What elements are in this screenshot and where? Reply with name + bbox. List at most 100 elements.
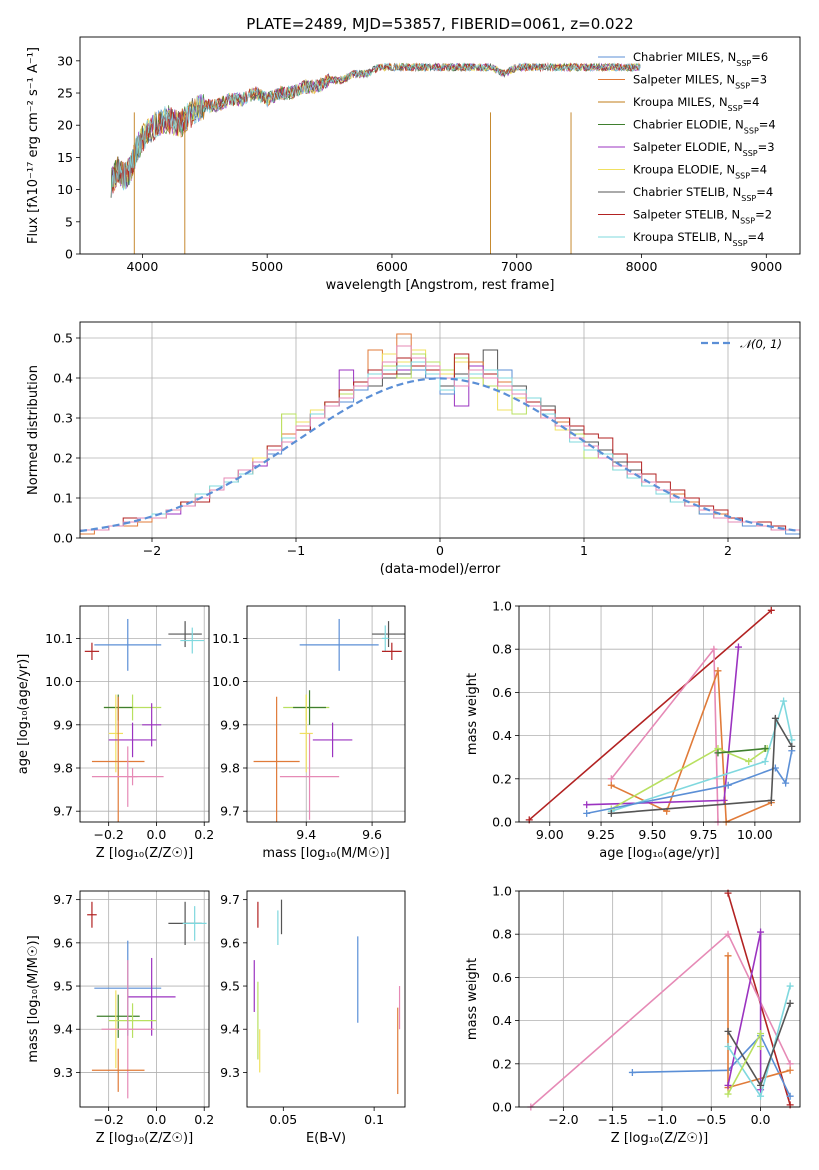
age-vs-Z-point — [168, 621, 202, 648]
spectrum-ytick-label: 5 — [65, 214, 73, 229]
weight-vs-age-marker — [771, 714, 779, 722]
spectrum-ytick-label: 25 — [57, 86, 73, 101]
age-vs-Z-xtick-label: 0.0 — [146, 827, 166, 842]
age-vs-mass-ytick-label: 9.8 — [220, 761, 240, 776]
weight-vs-Z-marker — [786, 1066, 794, 1074]
spectrum-series-line — [110, 62, 641, 198]
spectrum-xtick-label: 4000 — [126, 259, 158, 274]
spectrum-xtick-label: 7000 — [501, 259, 533, 274]
weight-vs-age-ylabel: mass weight — [465, 673, 480, 755]
legend-entry: Chabrier MILES, NSSP=6 — [633, 50, 768, 68]
age-vs-mass-xtick-label: 9.4 — [296, 827, 316, 842]
weight-vs-age-ytick-label: 0.4 — [492, 728, 512, 743]
weight-vs-age-axes: 9.00 9.25 9.50 9.75 10.00 0.0 0.2 0.4 0.6 0.8 1.0 — [492, 599, 800, 842]
weight-vs-Z-xtick-label: −1.5 — [597, 1112, 627, 1127]
weight-vs-age-marker — [583, 809, 591, 817]
age-vs-mass-point — [372, 621, 405, 648]
weight-vs-Z-marker — [757, 1030, 765, 1038]
weight-vs-Z-marker — [757, 1043, 765, 1051]
mass-vs-Z-point — [101, 960, 155, 1099]
weight-vs-age-series-line — [610, 670, 772, 822]
legend-entry: Salpeter STELIB, NSSP=2 — [633, 208, 772, 226]
weight-vs-age-xtick-label: 9.25 — [587, 827, 615, 842]
weight-vs-Z-marker — [724, 1090, 732, 1098]
weight-vs-age-series-line — [528, 609, 772, 821]
weight-vs-age-marker — [761, 758, 769, 766]
weight-vs-Z-series-line — [632, 1034, 791, 1097]
mass-vs-Z-point — [87, 901, 97, 928]
weight-vs-age-marker — [780, 697, 788, 705]
weight-vs-age-xtick-label: 9.75 — [690, 827, 718, 842]
spectrum-xtick-label: 5000 — [251, 259, 283, 274]
age-vs-Z-point — [127, 768, 138, 786]
weight-vs-age-marker — [761, 745, 769, 753]
age-vs-mass-ytick-label: 10.1 — [212, 631, 240, 646]
spectrum-series-line — [110, 62, 641, 198]
age-vs-Z-xtick-label: −0.2 — [93, 827, 123, 842]
age-vs-mass-point — [293, 690, 326, 725]
weight-vs-age-marker — [583, 801, 591, 809]
mass-vs-Z-point — [108, 1003, 157, 1038]
spectrum-series-line — [110, 62, 641, 198]
residual-hist-ytick-label: 0.1 — [53, 491, 73, 506]
age-vs-mass-point — [381, 642, 402, 660]
weight-vs-age-marker — [788, 736, 796, 744]
weight-vs-Z-ylabel: mass weight — [465, 958, 480, 1040]
weight-vs-age-marker — [720, 796, 728, 804]
age-vs-Z-point — [108, 722, 157, 758]
age-vs-mass-point — [381, 625, 389, 652]
age-vs-mass-xlabel: mass [log₁₀(M/M☉)] — [262, 846, 389, 861]
age-vs-mass-point — [312, 722, 353, 758]
mass-vs-Z-ytick-label: 9.5 — [53, 979, 73, 994]
weight-vs-Z-ytick-label: 0.8 — [492, 927, 512, 942]
weight-vs-age-marker — [767, 606, 775, 614]
weight-vs-Z-marker — [757, 928, 765, 936]
mass-vs-Z-ytick-label: 9.4 — [53, 1022, 73, 1037]
spectrum-series-line — [110, 62, 641, 198]
mass-vs-ebv-ytick-label: 9.6 — [220, 935, 240, 950]
weight-vs-Z-marker — [628, 1068, 636, 1076]
age-vs-Z-point — [142, 703, 162, 747]
mass-vs-ebv-xtick-label: 0.05 — [269, 1112, 297, 1127]
weight-vs-age-xtick-label: 9.00 — [536, 827, 564, 842]
residual-hist-xtick-label: 1 — [580, 543, 588, 558]
weight-vs-Z-series-line — [727, 931, 762, 1090]
mass-vs-Z-point — [182, 906, 207, 941]
mass-vs-Z-point — [91, 1048, 145, 1092]
age-vs-mass-frame — [246, 605, 406, 823]
age-vs-Z-ytick-label: 10.1 — [45, 631, 73, 646]
weight-vs-Z-marker — [724, 1027, 732, 1035]
age-vs-Z-axes: −0.2 0.0 0.2 9.7 9.8 9.9 10.0 10.1 — [45, 606, 214, 842]
spectrum-series-line — [110, 62, 641, 198]
gaussian-curve — [80, 377, 800, 533]
weight-vs-age-marker — [714, 667, 722, 675]
spectrum-series-line — [110, 62, 641, 198]
mass-vs-Z-point — [96, 994, 140, 1038]
weight-vs-Z-marker — [724, 952, 732, 960]
weight-vs-age-marker — [788, 742, 796, 750]
weight-vs-Z-marker — [724, 930, 732, 938]
age-vs-Z-point — [180, 627, 205, 654]
age-vs-mass-point — [299, 618, 379, 671]
weight-vs-Z-xtick-label: −2.0 — [548, 1112, 578, 1127]
legend-entry: Chabrier ELODIE, NSSP=4 — [633, 118, 776, 136]
age-vs-Z-point — [94, 618, 162, 671]
residual-hist-axes: −2 −1 0 1 2 0.0 0.1 0.2 0.3 0.4 0.5 — [53, 322, 800, 558]
weight-vs-Z-frame — [518, 890, 801, 1108]
age-vs-Z-ytick-label: 9.7 — [53, 804, 73, 819]
age-vs-mass-xtick-label: 9.6 — [362, 827, 382, 842]
legend-entry: Kroupa ELODIE, NSSP=4 — [633, 163, 767, 181]
age-vs-Z-frame — [79, 605, 210, 823]
age-vs-Z-point — [84, 642, 100, 660]
weight-vs-age-series-line — [611, 715, 793, 815]
residual-hist-ytick-label: 0.3 — [53, 411, 73, 426]
mass-vs-ebv-ytick-label: 9.5 — [220, 979, 240, 994]
mass-vs-ebv-axes: 0.05 0.1 9.3 9.4 9.5 9.6 9.7 — [220, 892, 384, 1127]
weight-vs-age-xtick-label: 9.50 — [638, 827, 666, 842]
mass-vs-Z-point — [127, 957, 176, 1036]
mass-vs-Z-xtick-label: 0.2 — [194, 1112, 214, 1127]
spectrum-series-line — [110, 62, 641, 198]
weight-vs-Z-marker — [724, 1081, 732, 1089]
spectrum-xlabel: wavelength [Angstrom, rest frame] — [326, 278, 555, 293]
